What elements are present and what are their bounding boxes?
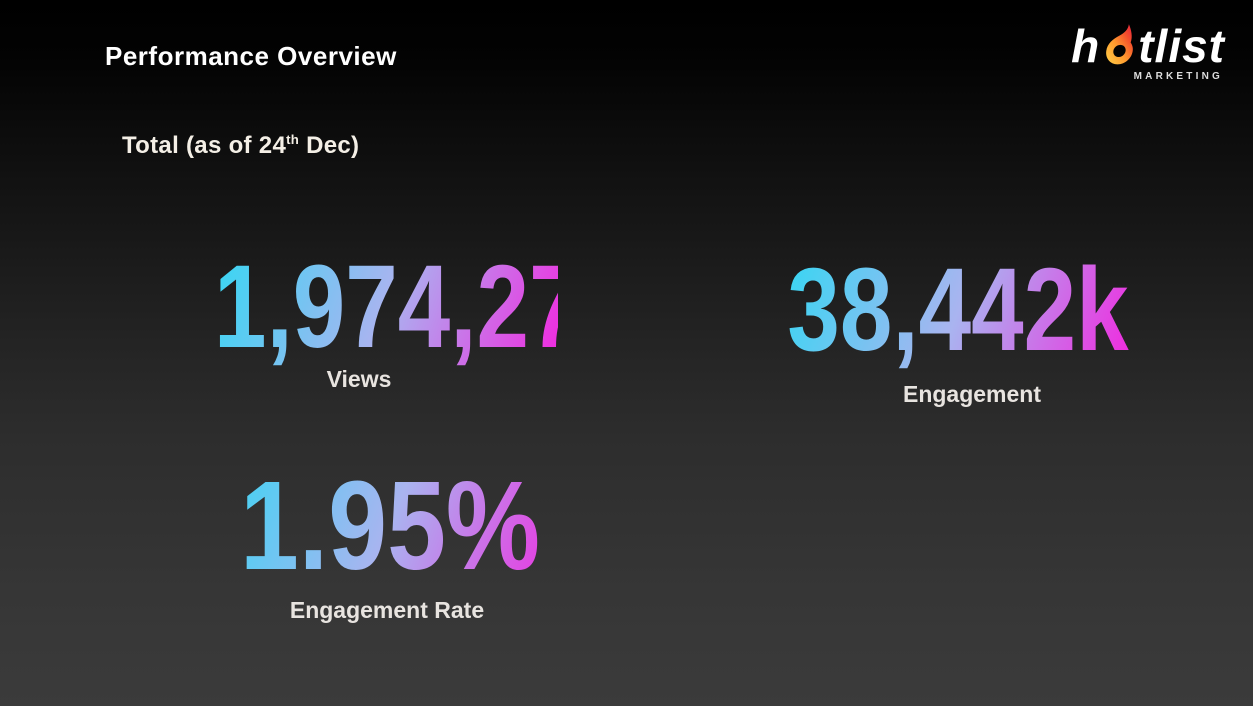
- stat-label-engagement: Engagement: [902, 381, 1042, 407]
- page-title: Performance Overview: [105, 41, 397, 71]
- stat-value-views: 1,974,274: [214, 241, 634, 373]
- logo-word-start: h: [1071, 20, 1101, 72]
- subtitle-suffix: Dec): [299, 132, 360, 159]
- flame-icon: [1106, 24, 1134, 65]
- stat-label-engagement-rate: Engagement Rate: [289, 597, 485, 623]
- stat-value-engagement-rate: 1.95%: [209, 463, 570, 589]
- subtitle-total-date: Total (as of 24th Dec): [122, 132, 360, 159]
- logo-word-end: tlist: [1138, 20, 1225, 72]
- stat-value-engagement: 38,442k: [787, 244, 1129, 376]
- stat-label-views: Views: [326, 366, 392, 392]
- subtitle-ordinal-superscript: th: [286, 132, 300, 147]
- hotlist-logo: h tlist MARKETING: [1071, 22, 1225, 82]
- logo-tagline: MARKETING: [1133, 71, 1223, 82]
- logo-wordmark: h tlist: [1071, 22, 1225, 69]
- subtitle-prefix: Total (as of 24: [122, 132, 287, 159]
